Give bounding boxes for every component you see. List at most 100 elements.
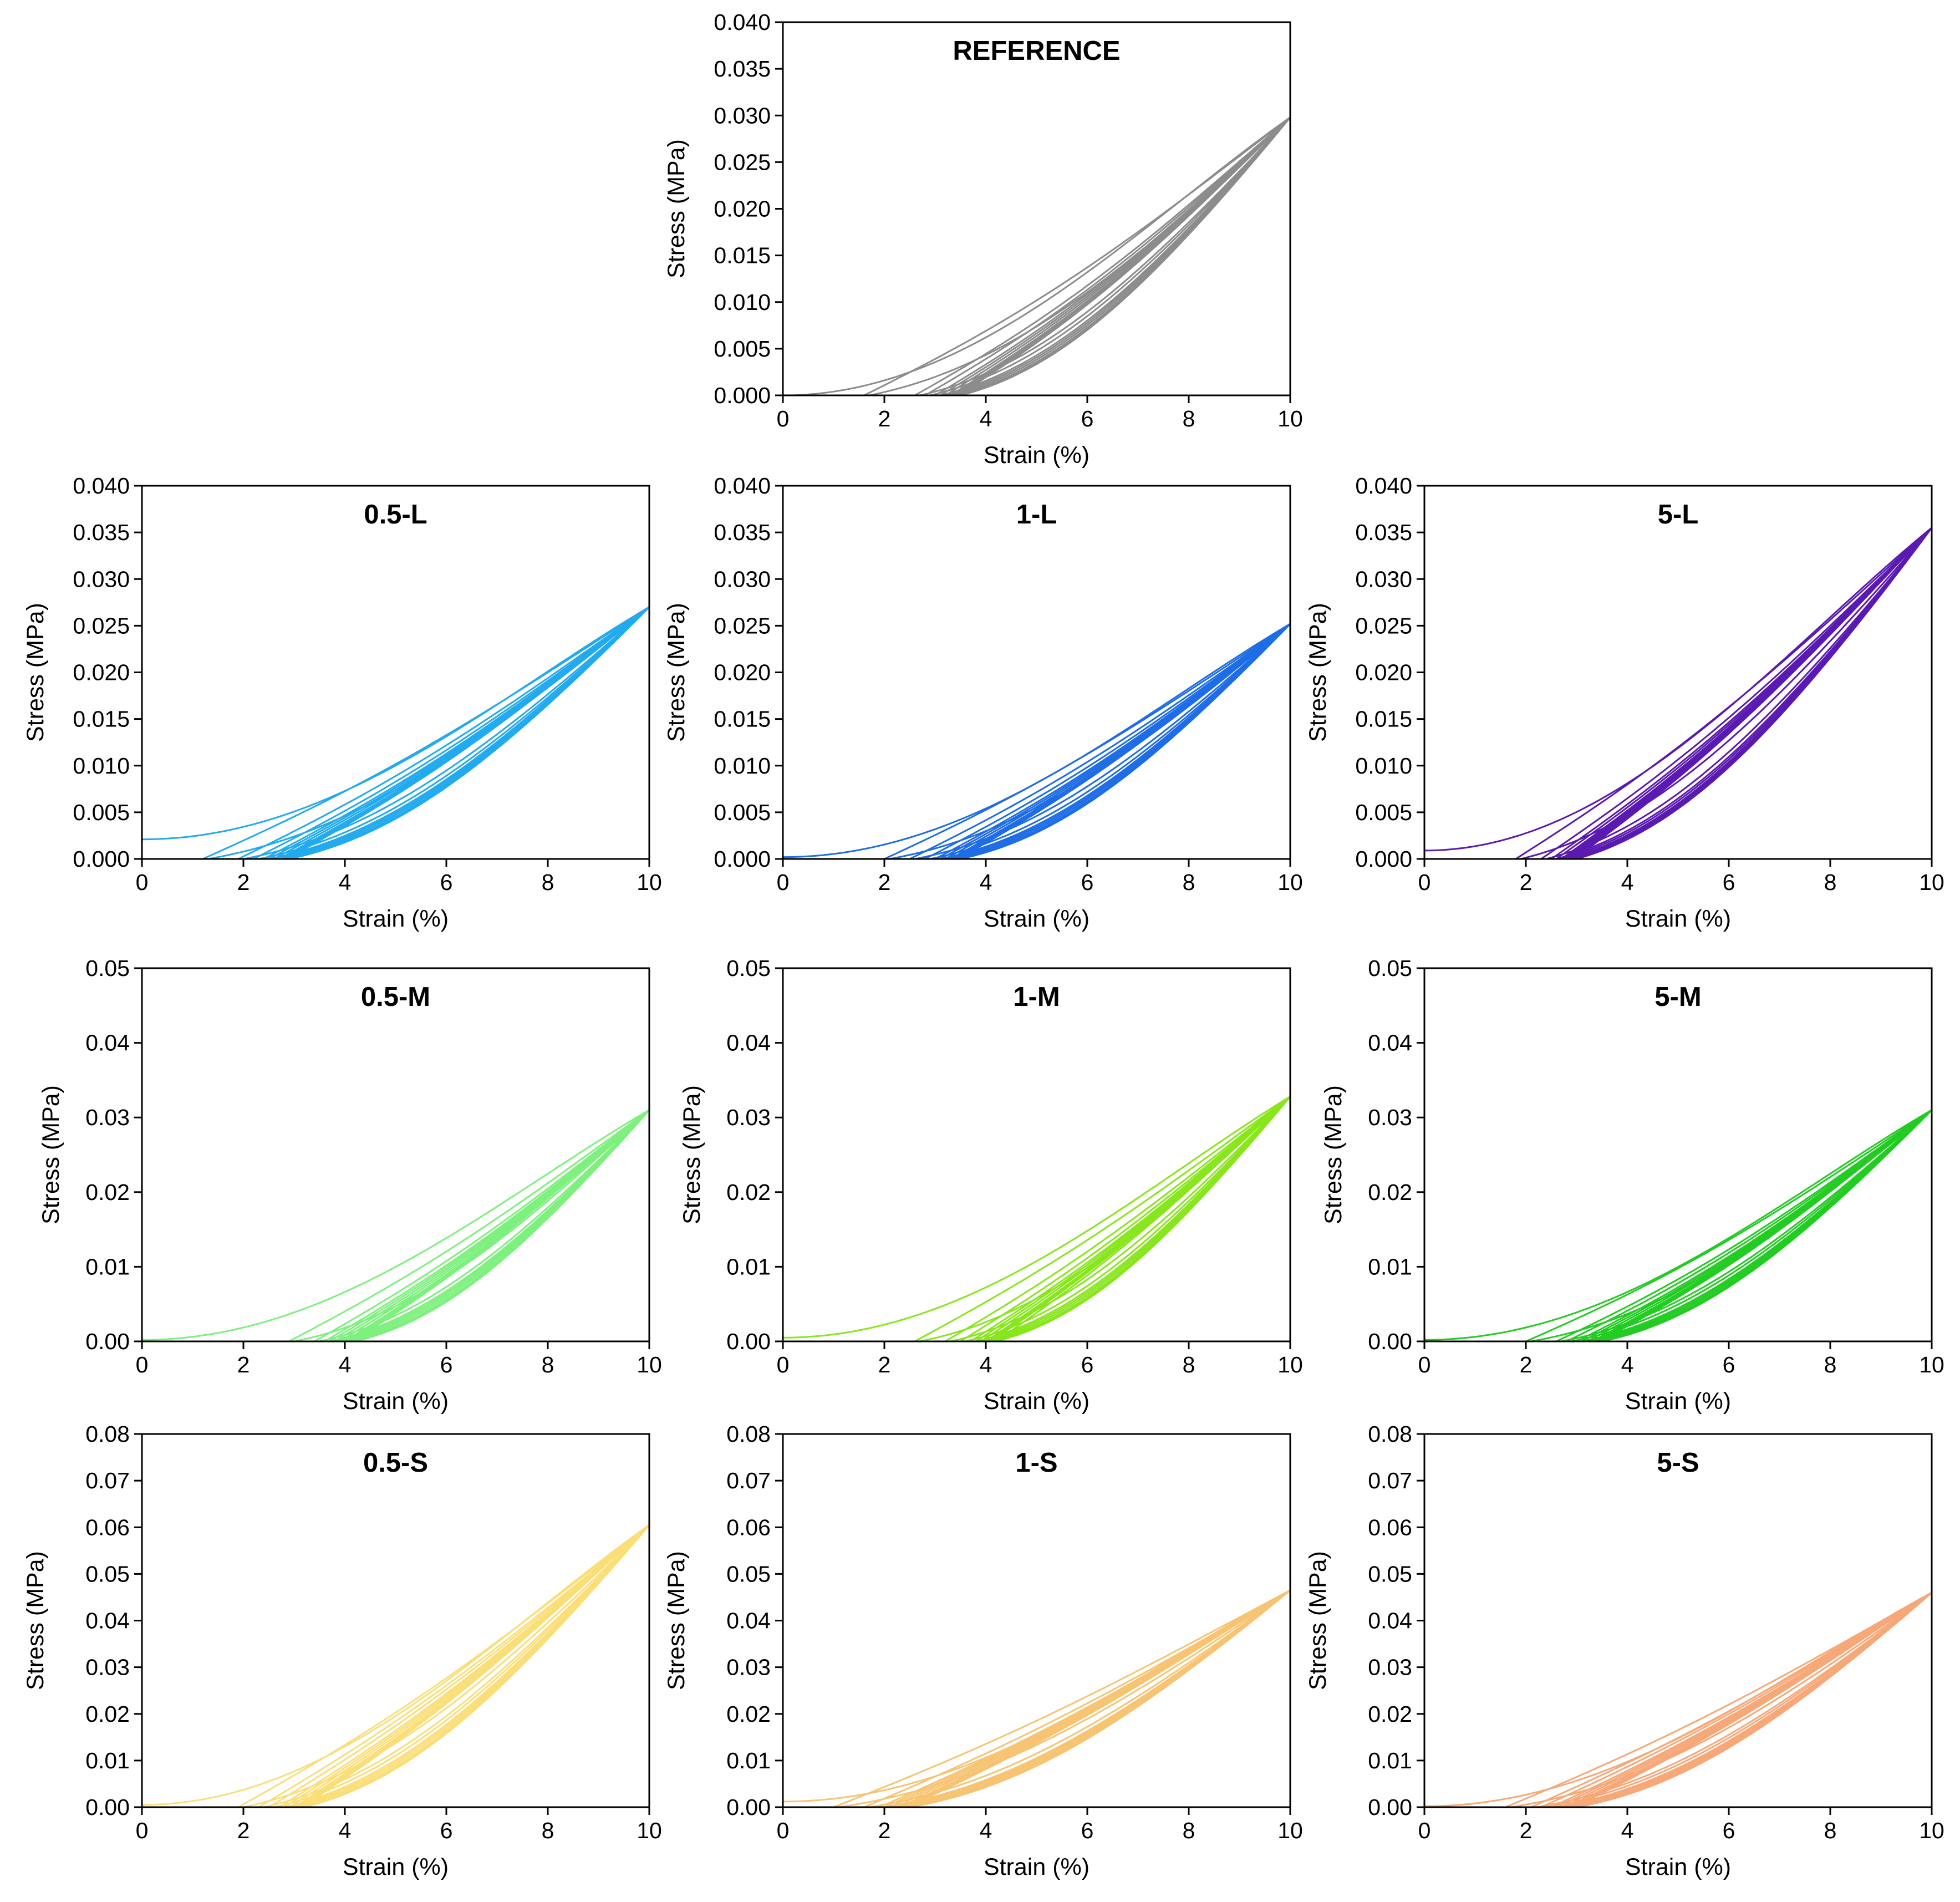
- series-line-unloading-2: [945, 1096, 1290, 1341]
- y-tick-label: 0.020: [714, 660, 771, 685]
- x-tick-label: 10: [637, 1352, 662, 1377]
- x-tick-label: 2: [1520, 1352, 1533, 1377]
- series-line-reloading-4: [1424, 1109, 1932, 1341]
- y-tick-label: 0.040: [1355, 473, 1412, 499]
- series-line-unloading-2: [314, 1109, 649, 1341]
- y-axis-label: Stress (MPa): [663, 139, 690, 278]
- series-line-reloading-8: [1424, 1109, 1932, 1341]
- y-tick-label: 0.015: [714, 243, 771, 268]
- series-group: [783, 1589, 1290, 1807]
- x-tick-label: 8: [1183, 1818, 1195, 1843]
- y-tick-label: 0.00: [85, 1329, 130, 1354]
- chart-p05S: 0 2 4 6 8 10 0.00 0.01 0.02 0.03 0.04 0.05 0.06 0.07 0…: [22, 1421, 662, 1880]
- series-line-first-loading: [142, 606, 649, 841]
- y-axis-label: Stress (MPa): [663, 1551, 690, 1690]
- series-line-reloading-8: [783, 623, 1290, 859]
- y-tick-label: 0.005: [714, 336, 771, 362]
- series-line-unloading-10: [286, 606, 649, 859]
- series-line-reloading-1: [1424, 527, 1932, 859]
- y-tick-label: 0.01: [726, 1748, 771, 1773]
- y-tick-label: 0.025: [73, 613, 130, 638]
- series-line-first-loading: [142, 1109, 649, 1341]
- series-line-unloading-5: [939, 116, 1290, 395]
- y-tick-label: 0.06: [1368, 1514, 1412, 1540]
- series-line-reloading-7: [783, 623, 1290, 859]
- x-tick-label: 0: [777, 1818, 790, 1843]
- x-tick-label: 0: [1418, 1352, 1431, 1377]
- x-tick-label: 8: [1824, 1818, 1837, 1843]
- x-axis-label: Strain (%): [1625, 1388, 1731, 1415]
- x-tick-label: 8: [1183, 869, 1195, 895]
- y-axis-label: Stress (MPa): [1320, 1085, 1347, 1224]
- series-line-reloading-9: [1424, 1109, 1932, 1341]
- y-tick-label: 0.08: [726, 1421, 771, 1447]
- series-line-reloading-9: [142, 606, 649, 859]
- series-line-reloading-1: [142, 606, 649, 859]
- x-tick-label: 4: [1621, 1818, 1634, 1843]
- series-line-unloading-2: [238, 606, 649, 859]
- y-tick-label: 0.030: [73, 566, 130, 592]
- series-line-reloading-3: [783, 1589, 1290, 1807]
- x-axis-label: Strain (%): [984, 906, 1090, 932]
- series-line-first-loading: [142, 1524, 649, 1806]
- series-line-reloading-9: [783, 1589, 1290, 1807]
- series-line-unloading-1: [1515, 527, 1932, 859]
- chart-title: 5-S: [1657, 1448, 1699, 1478]
- y-tick-label: 0.030: [714, 103, 771, 128]
- y-tick-label: 0.040: [714, 473, 771, 499]
- series-group: [1424, 1109, 1932, 1341]
- series-line-unloading-3: [960, 1096, 1290, 1341]
- series-line-reloading-1: [783, 623, 1290, 859]
- series-group: [142, 1524, 649, 1807]
- series-line-reloading-2: [1424, 1109, 1932, 1341]
- y-tick-label: 0.02: [726, 1179, 771, 1205]
- y-tick-label: 0.000: [714, 846, 771, 872]
- chart-p1S: 0 2 4 6 8 10 0.00 0.01 0.02 0.03 0.04 0.05 0.06 0.07 0…: [663, 1421, 1303, 1880]
- y-tick-label: 0.02: [1368, 1701, 1412, 1727]
- series-line-reloading-3: [1424, 1109, 1932, 1341]
- y-tick-label: 0.030: [714, 566, 771, 592]
- series-group: [783, 116, 1290, 395]
- y-tick-label: 0.02: [726, 1701, 771, 1727]
- y-tick-label: 0.01: [726, 1254, 771, 1279]
- series-line-unloading-1: [1525, 1109, 1932, 1341]
- y-tick-label: 0.05: [726, 955, 771, 981]
- series-line-reloading-9: [1424, 527, 1932, 859]
- series-line-unloading-10: [957, 116, 1290, 395]
- series-line-reloading-5: [783, 623, 1290, 859]
- x-axis-label: Strain (%): [343, 1388, 449, 1415]
- chart-title: 5-M: [1654, 982, 1701, 1012]
- x-tick-label: 4: [339, 1818, 352, 1843]
- series-line-reloading-9: [142, 1109, 649, 1341]
- x-axis-label: Strain (%): [984, 1388, 1090, 1415]
- series-line-unloading-3: [924, 116, 1290, 395]
- x-tick-label: 6: [1723, 1352, 1735, 1377]
- x-tick-label: 2: [878, 869, 891, 895]
- y-tick-label: 0.040: [73, 473, 130, 499]
- x-tick-label: 6: [1081, 869, 1094, 895]
- series-line-reloading-2: [783, 116, 1290, 395]
- y-tick-label: 0.015: [1355, 706, 1412, 732]
- series-line-first-loading: [783, 116, 1290, 395]
- series-line-reloading-2: [142, 606, 649, 859]
- series-line-unloading-10: [1574, 1591, 1932, 1807]
- x-tick-label: 6: [440, 869, 453, 895]
- chart-p1M: 0 2 4 6 8 10 0.00 0.01 0.02 0.03 0.04 0.05 1-M Strain…: [679, 955, 1303, 1415]
- y-tick-label: 0.010: [1355, 753, 1412, 779]
- y-tick-label: 0.035: [714, 56, 771, 82]
- x-tick-label: 0: [1418, 869, 1431, 895]
- series-line-reloading-5: [142, 606, 649, 859]
- series-line-reloading-7: [783, 116, 1290, 395]
- y-tick-label: 0.01: [85, 1254, 130, 1279]
- x-tick-label: 0: [136, 869, 149, 895]
- y-tick-label: 0.020: [1355, 660, 1412, 685]
- y-axis-label: Stress (MPa): [22, 1551, 49, 1690]
- x-tick-label: 8: [542, 1352, 554, 1377]
- y-axis-label: Stress (MPa): [663, 603, 690, 742]
- series-line-reloading-8: [783, 1589, 1290, 1807]
- series-line-reloading-6: [142, 1524, 649, 1807]
- y-tick-label: 0.025: [714, 613, 771, 638]
- x-tick-label: 2: [237, 869, 250, 895]
- series-line-reloading-8: [783, 116, 1290, 395]
- y-tick-label: 0.000: [73, 846, 130, 872]
